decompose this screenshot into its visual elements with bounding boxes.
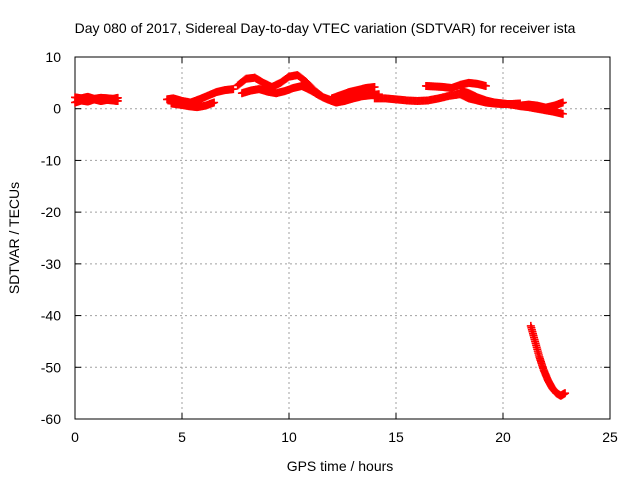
x-tick-label: 5 <box>178 429 186 445</box>
data-series <box>421 78 490 93</box>
data-point <box>229 85 238 94</box>
data-series <box>516 98 567 112</box>
data-series <box>167 98 219 112</box>
data-point <box>370 82 379 91</box>
data-point <box>481 81 490 90</box>
y-axis-label: SDTVAR / TECUs <box>6 182 22 294</box>
data-point <box>561 389 570 398</box>
data-point <box>558 109 567 118</box>
chart-title: Day 080 of 2017, Sidereal Day-to-day VTE… <box>75 20 576 36</box>
data-point <box>558 98 567 107</box>
y-tick-label: -20 <box>41 204 61 220</box>
y-tick-label: -10 <box>41 152 61 168</box>
y-tick-label: -60 <box>41 411 61 427</box>
data-series <box>71 92 122 103</box>
data-points <box>71 71 570 400</box>
y-tick-label: 10 <box>45 49 61 65</box>
data-point <box>210 98 219 107</box>
data-series <box>327 82 379 103</box>
data-series <box>526 321 570 400</box>
y-tick-label: -30 <box>41 256 61 272</box>
x-axis-label: GPS time / hours <box>287 458 394 474</box>
plot-area-frame <box>74 56 611 420</box>
x-tick-label: 15 <box>388 429 404 445</box>
data-point <box>113 93 122 102</box>
axis-ticks: 0 5 10 15 20 25 10 0 -10 -20 -30 -40 -50 -60 <box>41 49 618 445</box>
chart-title-group: Day 080 of 2017, Sidereal Day-to-day VTE… <box>75 20 576 36</box>
y-tick-label: 0 <box>53 101 61 117</box>
y-tick-label: -50 <box>41 359 61 375</box>
y-tick-label: -40 <box>41 308 61 324</box>
x-tick-label: 20 <box>495 429 511 445</box>
data-series <box>237 81 383 107</box>
x-tick-label: 25 <box>602 429 618 445</box>
x-tick-label: 0 <box>71 429 79 445</box>
x-tick-label: 10 <box>281 429 297 445</box>
